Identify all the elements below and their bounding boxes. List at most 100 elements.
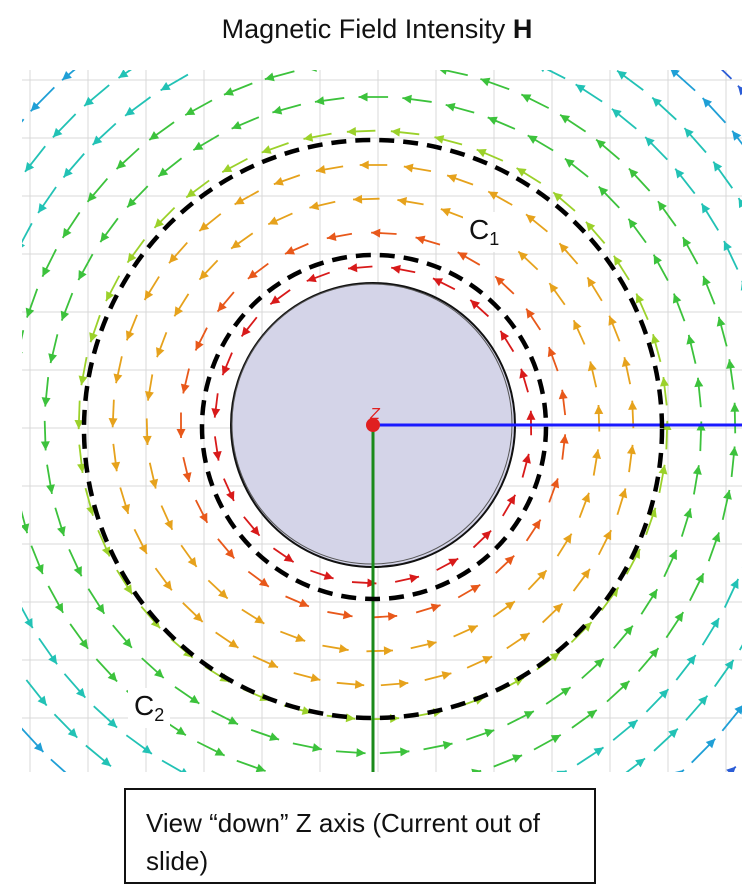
field-vector bbox=[581, 657, 605, 680]
field-vector bbox=[517, 250, 539, 271]
field-vector bbox=[439, 70, 468, 77]
field-vector bbox=[77, 253, 94, 281]
field-vector bbox=[397, 196, 424, 206]
field-vector bbox=[314, 96, 345, 106]
field-vector bbox=[30, 545, 44, 575]
origin-marker bbox=[366, 418, 380, 432]
field-vector bbox=[680, 508, 693, 537]
field-vector bbox=[303, 132, 332, 142]
field-vector bbox=[637, 647, 660, 673]
field-vector bbox=[68, 548, 83, 577]
field-vector bbox=[91, 122, 117, 146]
z-axis-label: Z bbox=[369, 406, 381, 423]
field-vector bbox=[50, 758, 67, 772]
field-vector bbox=[41, 377, 51, 407]
field-vector bbox=[53, 713, 78, 739]
field-vector bbox=[626, 444, 636, 473]
field-vector bbox=[729, 446, 739, 478]
field-vector bbox=[545, 686, 572, 705]
field-vector bbox=[315, 165, 344, 174]
field-vector bbox=[156, 332, 168, 358]
field-vector bbox=[586, 276, 603, 302]
field-vector bbox=[403, 163, 432, 173]
field-vector bbox=[83, 84, 110, 107]
field-vector bbox=[674, 168, 696, 195]
field-vector bbox=[721, 489, 732, 520]
field-vector bbox=[713, 659, 735, 688]
field-vector bbox=[592, 449, 602, 476]
field-vector bbox=[133, 528, 148, 555]
contour-c1 bbox=[199, 252, 549, 602]
field-vector bbox=[182, 456, 192, 483]
field-vector bbox=[608, 315, 621, 342]
field-vector bbox=[358, 92, 389, 102]
field-vector bbox=[720, 70, 733, 80]
field-vector bbox=[61, 70, 76, 81]
field-vector bbox=[231, 116, 260, 130]
field-vector bbox=[424, 671, 452, 682]
field-vector bbox=[48, 334, 59, 364]
field-vector bbox=[211, 710, 239, 726]
field-vector bbox=[309, 200, 336, 211]
field-vector bbox=[559, 434, 569, 460]
field-vector bbox=[585, 221, 606, 244]
field-vector bbox=[445, 102, 475, 114]
field-vector bbox=[252, 655, 279, 669]
field-vector bbox=[410, 639, 437, 650]
field-vector bbox=[69, 623, 89, 650]
field-vector bbox=[199, 56, 228, 69]
field-vector bbox=[22, 510, 30, 534]
field-vector bbox=[689, 572, 705, 602]
field-vector bbox=[77, 444, 87, 474]
field-vector bbox=[182, 602, 204, 623]
field-vector bbox=[526, 410, 536, 436]
field-vector bbox=[322, 644, 349, 654]
field-vector bbox=[674, 769, 685, 772]
field-vector bbox=[651, 334, 662, 363]
field-vector bbox=[346, 126, 376, 136]
field-vector bbox=[657, 200, 677, 227]
field-vector bbox=[267, 212, 293, 226]
field-vector bbox=[272, 547, 295, 563]
field-vector bbox=[52, 113, 77, 139]
field-vector bbox=[415, 603, 441, 614]
field-vector bbox=[11, 460, 20, 490]
field-vector bbox=[326, 232, 353, 242]
field-vector bbox=[613, 255, 630, 281]
field-vector bbox=[7, 417, 16, 448]
field-vector bbox=[347, 263, 373, 273]
field-vector bbox=[144, 374, 154, 401]
field-vector bbox=[594, 405, 604, 432]
field-vector bbox=[556, 769, 568, 772]
field-vector bbox=[113, 356, 123, 384]
field-vector bbox=[74, 400, 84, 430]
field-vector bbox=[625, 757, 646, 772]
field-vector bbox=[54, 507, 66, 537]
field-vector bbox=[153, 206, 176, 229]
field-vector bbox=[548, 478, 560, 503]
field-vector bbox=[721, 705, 742, 732]
field-vector bbox=[701, 97, 727, 124]
field-vector bbox=[280, 630, 306, 642]
field-vector bbox=[740, 280, 742, 291]
field-vector bbox=[284, 242, 309, 255]
field-vector bbox=[701, 617, 720, 646]
field-vector bbox=[62, 153, 85, 179]
field-vector bbox=[22, 118, 25, 123]
field-vector bbox=[640, 588, 659, 615]
field-vector bbox=[653, 728, 679, 752]
field-vector bbox=[112, 624, 133, 649]
field-vector bbox=[198, 259, 219, 281]
field-vector bbox=[223, 478, 235, 502]
field-vector bbox=[628, 167, 651, 192]
field-vector bbox=[702, 275, 716, 305]
field-vector bbox=[148, 121, 175, 141]
field-vector bbox=[487, 116, 516, 130]
field-vector bbox=[366, 646, 393, 656]
field-vector bbox=[726, 359, 736, 390]
field-vector bbox=[644, 136, 668, 161]
field-vector bbox=[476, 148, 504, 162]
field-vector bbox=[737, 197, 742, 209]
field-vector bbox=[371, 611, 398, 621]
field-vector bbox=[247, 570, 270, 588]
